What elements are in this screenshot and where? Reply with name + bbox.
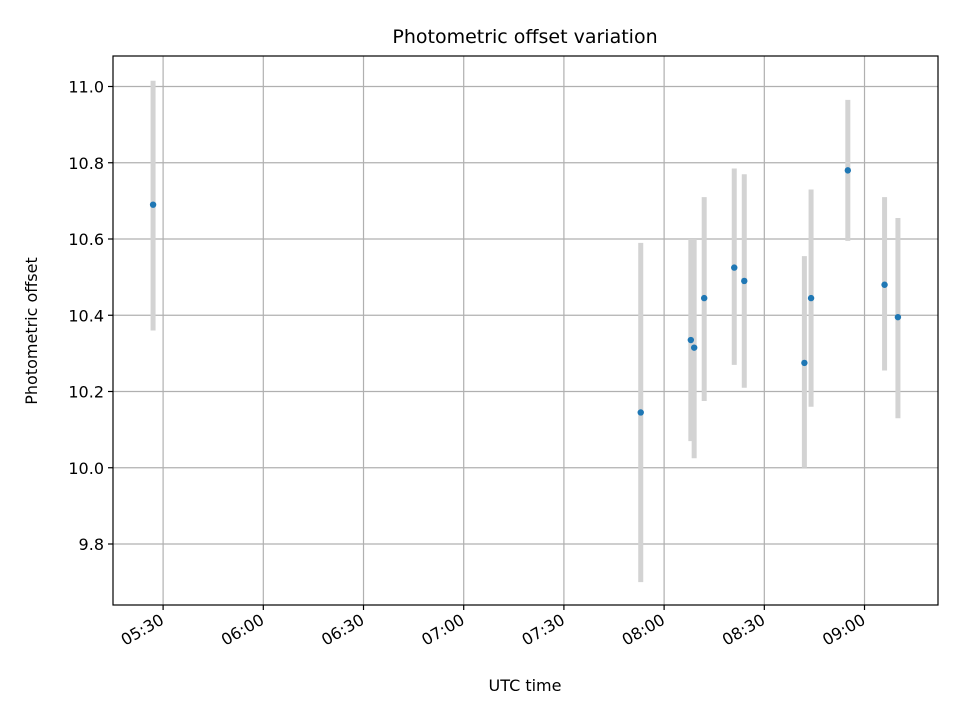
y-tick-label: 10.6	[68, 230, 104, 249]
data-points	[149, 167, 902, 416]
y-tick-label: 10.2	[68, 383, 104, 402]
x-axis-label: UTC time	[489, 676, 562, 695]
data-point	[687, 336, 695, 344]
y-tick-label: 10.4	[68, 306, 104, 325]
data-point	[844, 167, 852, 174]
y-tick-label: 9.8	[79, 535, 104, 554]
data-point	[690, 344, 698, 351]
y-tick-label: 11.0	[68, 78, 104, 97]
grid	[113, 56, 938, 605]
data-point	[149, 201, 157, 208]
chart-title: Photometric offset variation	[392, 26, 657, 48]
y-axis-label: Photometric offset	[22, 257, 41, 405]
data-point	[807, 294, 815, 302]
plot-area-frame	[112, 55, 939, 606]
data-point	[881, 281, 888, 288]
data-point	[700, 294, 708, 302]
data-point	[801, 359, 808, 367]
data-point	[731, 264, 738, 271]
data-point	[741, 277, 748, 285]
data-point	[894, 313, 902, 321]
y-tick-label: 10.8	[68, 154, 104, 173]
y-tick-label: 10.0	[68, 459, 104, 478]
y-axis-ticks: 9.8 10.0 10.2 10.4 10.6 10.8 11.0	[68, 78, 113, 554]
data-point	[637, 409, 644, 416]
